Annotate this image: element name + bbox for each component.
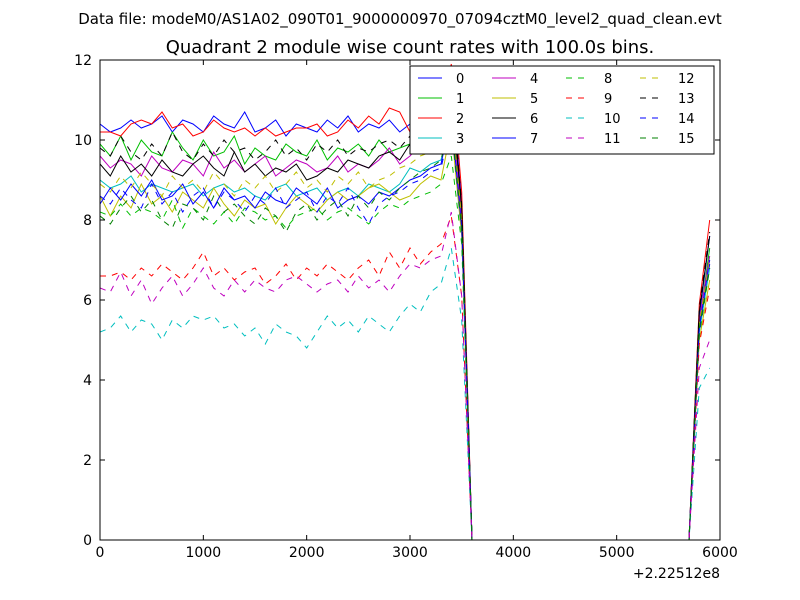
legend-label-12: 12 xyxy=(678,72,695,87)
series-line-6 xyxy=(100,91,711,540)
y-tick-label: 8 xyxy=(83,213,92,229)
legend-label-9: 9 xyxy=(604,92,612,107)
legend-frame xyxy=(409,65,715,155)
legend-label-11: 11 xyxy=(604,132,621,147)
y-tick-label: 6 xyxy=(83,293,92,309)
legend-label-1: 1 xyxy=(456,92,464,107)
legend-label-13: 13 xyxy=(678,92,695,107)
x-tick-label: 2000 xyxy=(289,545,325,561)
x-tick-label: 3000 xyxy=(392,545,428,561)
legend-label-3: 3 xyxy=(456,132,464,147)
legend-label-0: 0 xyxy=(456,72,464,87)
y-tick-label: 0 xyxy=(83,533,92,549)
series-line-8 xyxy=(100,155,711,540)
legend-label-10: 10 xyxy=(604,112,621,127)
series-line-12 xyxy=(100,107,711,540)
y-tick-label: 2 xyxy=(83,453,92,469)
legend-label-2: 2 xyxy=(456,112,464,127)
series-line-9 xyxy=(100,215,711,540)
legend-label-14: 14 xyxy=(678,112,695,127)
series-line-4 xyxy=(100,99,711,540)
series-line-14 xyxy=(100,123,711,540)
legend-label-15: 15 xyxy=(678,132,695,147)
x-tick-label: 0 xyxy=(96,545,105,561)
chart-title: Quadrant 2 module wise count rates with … xyxy=(166,37,655,58)
legend-label-5: 5 xyxy=(530,92,538,107)
series-line-13 xyxy=(100,83,711,540)
series-line-5 xyxy=(100,127,711,540)
x-tick-label: 6000 xyxy=(702,545,738,561)
series-line-0 xyxy=(100,75,711,540)
series-line-2 xyxy=(100,63,711,540)
y-tick-label: 4 xyxy=(83,373,92,389)
legend-label-6: 6 xyxy=(530,112,538,127)
series-group xyxy=(100,63,711,540)
x-tick-label: 5000 xyxy=(599,545,635,561)
legend-label-4: 4 xyxy=(530,72,538,87)
legend-label-8: 8 xyxy=(604,72,612,87)
figure-suptitle: Data file: modeM0/AS1A02_090T01_90000009… xyxy=(78,10,722,29)
y-tick-label: 10 xyxy=(74,133,92,149)
series-line-10 xyxy=(100,247,711,540)
series-line-11 xyxy=(100,211,711,540)
legend-label-7: 7 xyxy=(530,132,538,147)
x-tick-label: 4000 xyxy=(496,545,532,561)
x-offset-label: +2.22512e8 xyxy=(633,566,720,582)
series-line-1 xyxy=(100,87,711,540)
y-tick-label: 12 xyxy=(74,53,92,69)
series-line-15 xyxy=(100,119,711,540)
x-tick-label: 1000 xyxy=(186,545,222,561)
